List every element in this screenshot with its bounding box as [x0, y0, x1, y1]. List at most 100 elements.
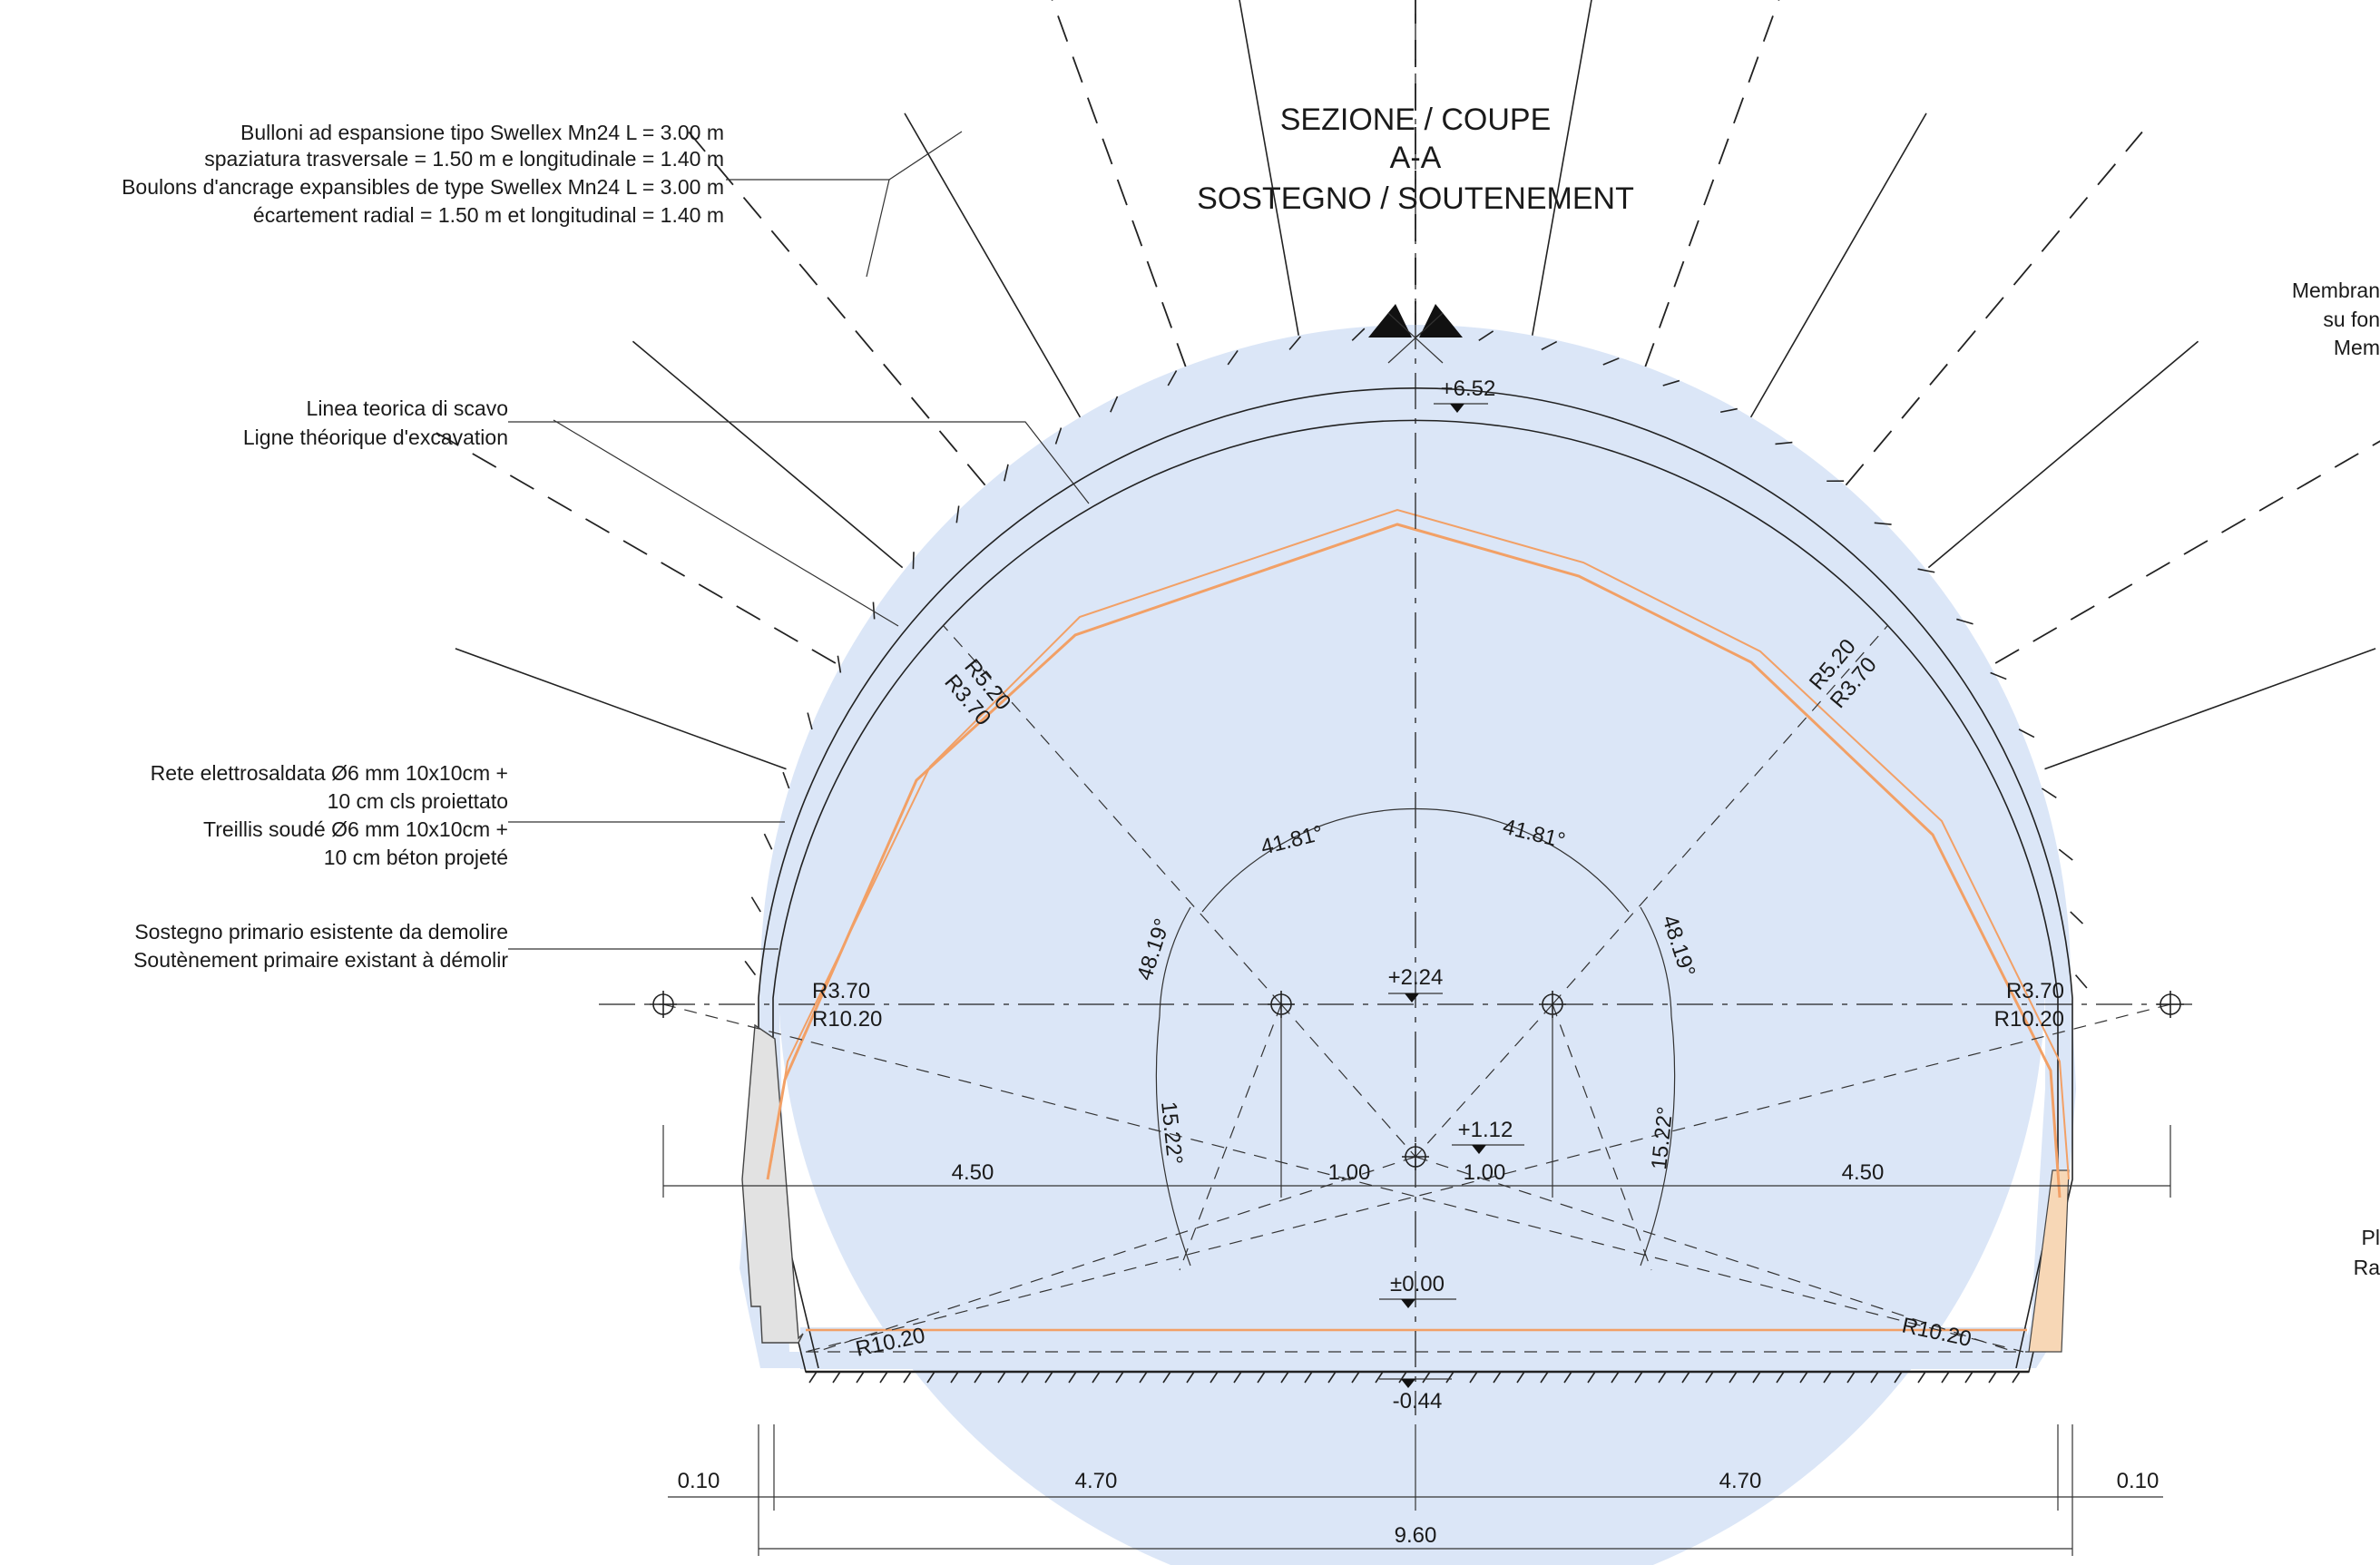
note-bolts-2: spaziatura trasversale = 1.50 m e longit…: [204, 147, 724, 171]
anchor-line: [455, 648, 787, 770]
ground-tick: [1611, 1371, 1620, 1384]
title-line-3: SOSTEGNO / SOUTENEMENT: [1197, 181, 1634, 216]
ground-tick: [1210, 1371, 1219, 1384]
construction-ray: [1415, 1156, 2015, 1353]
note-mesh-2: 10 cm cls proiettato: [328, 789, 508, 813]
ground-tick: [1541, 340, 1558, 351]
angle-arc-lower-left: [1155, 1015, 1191, 1267]
ground-tick: [1563, 1371, 1572, 1384]
title-line-2: A-A: [1390, 141, 1442, 175]
ground-tick: [744, 960, 757, 976]
ground-tick: [2058, 848, 2073, 861]
ground-tick: [1162, 1371, 1171, 1384]
existing-lining-left: [741, 1023, 804, 1344]
ground-tick: [1917, 568, 1935, 573]
ground-tick: [1752, 1371, 1761, 1384]
ground-tick: [879, 1371, 888, 1384]
anchor-line: [1927, 340, 2199, 569]
dim-centres-right-outer: 4.50: [1842, 1160, 1885, 1185]
ground-tick: [763, 833, 773, 850]
dim-centres-right-inner: 1.00: [1464, 1160, 1506, 1185]
ground-tick: [807, 712, 813, 730]
note-right-bottom-1: Pl: [2362, 1226, 2380, 1249]
level-springing: +2.24: [1388, 965, 1444, 990]
level-zero: ±0.00: [1390, 1272, 1445, 1296]
note-bolts-1: Bulloni ad espansione tipo Swellex Mn24 …: [240, 121, 724, 144]
ground-tick: [832, 1371, 841, 1384]
ground-tick: [1874, 522, 1892, 525]
note-mesh-3: Treillis soudé Ø6 mm 10x10cm +: [203, 817, 508, 841]
ground-tick: [1917, 1371, 1926, 1384]
centre-marker-right-outer: [2157, 991, 2184, 1018]
dimension-bottom: [668, 1424, 2163, 1556]
anchor-line: [1051, 0, 1188, 369]
note-bolts-4: écartement radial = 1.50 m et longitudin…: [253, 203, 724, 227]
ground-tick: [1115, 1371, 1124, 1384]
ground-tick: [1719, 407, 1738, 414]
note-mesh-1: Rete elettrosaldata Ø6 mm 10x10cm +: [151, 761, 508, 785]
ground-tick: [2018, 729, 2035, 738]
angle-arc-upper: [1201, 807, 1630, 913]
centre-marker-left-outer: [650, 991, 677, 1018]
ground-tick: [903, 1371, 912, 1384]
existing-support-line-2: [770, 508, 2070, 1180]
anchor-line: [1845, 131, 2143, 486]
radius-side-right-b: R10.20: [1994, 1007, 2064, 1032]
level-markers: [1379, 403, 1524, 1388]
ground-tick: [1478, 330, 1494, 342]
ground-tick: [1941, 1371, 1950, 1384]
ground-tick: [997, 1371, 1006, 1384]
ground-tick: [1681, 1371, 1690, 1384]
ground-tick: [1068, 1371, 1077, 1384]
note-existing-2: Soutènement primaire existant à démolir: [133, 948, 508, 972]
ground-tick: [1044, 1371, 1053, 1384]
ground-tick: [1139, 1371, 1148, 1384]
ground-tick: [1516, 1371, 1525, 1384]
note-right-top-1: Membran: [2292, 279, 2380, 302]
ground-tick: [1775, 441, 1793, 445]
ground-tick: [2041, 787, 2057, 798]
construction-ray: [1179, 1003, 1282, 1271]
note-bolts-3: Boulons d'ancrage expansibles de type Sw…: [122, 175, 724, 199]
angle-arc-lower-right: [1640, 1015, 1676, 1267]
dimension-centres: [662, 1007, 2171, 1198]
ground-tick: [1021, 1371, 1030, 1384]
angle-arc-right: [1640, 906, 1672, 1017]
construction-ray: [1552, 625, 1888, 1005]
ground-tick: [1004, 464, 1009, 482]
ground-tick: [1729, 1371, 1738, 1384]
level-invert: -0.44: [1393, 1389, 1443, 1413]
ground-tick: [1186, 1371, 1195, 1384]
ground-tick: [1662, 379, 1680, 386]
angle-arc-left: [1159, 906, 1191, 1017]
ground-tick: [1956, 618, 1974, 625]
radius-side-left-b: R10.20: [812, 1007, 882, 1032]
dim-total: 9.60: [1395, 1523, 1437, 1548]
ground-tick: [1705, 1371, 1714, 1384]
note-right-bottom-2: Ra: [2354, 1256, 2380, 1279]
ground-tick: [1540, 1371, 1549, 1384]
radius-side-right-a: R3.70: [2006, 979, 2064, 1003]
ground-tick: [1894, 1371, 1903, 1384]
ground-tick: [2070, 911, 2084, 924]
ground-tick: [1257, 1371, 1266, 1384]
ground-tick: [1846, 1371, 1856, 1384]
dim-centres-left-inner: 1.00: [1328, 1160, 1371, 1185]
ground-tick: [782, 771, 790, 789]
ground-tick: [912, 552, 915, 570]
ground-tick: [1167, 370, 1178, 386]
radius-side-left-a: R3.70: [812, 979, 870, 1003]
dim-half-left: 4.70: [1075, 1469, 1118, 1493]
ground-tick: [1776, 1371, 1785, 1384]
anchor-line: [1749, 112, 1927, 419]
centre-marker-middle: [1402, 1143, 1429, 1170]
dim-half-right: 4.70: [1719, 1469, 1762, 1493]
ground-tick: [750, 896, 761, 913]
ground-tick: [872, 602, 876, 620]
anchor-line: [1643, 0, 1780, 369]
anchor-line: [1994, 440, 2380, 664]
ground-tick: [1870, 1371, 1879, 1384]
ground-tick: [974, 1371, 983, 1384]
ground-tick: [1602, 357, 1620, 366]
